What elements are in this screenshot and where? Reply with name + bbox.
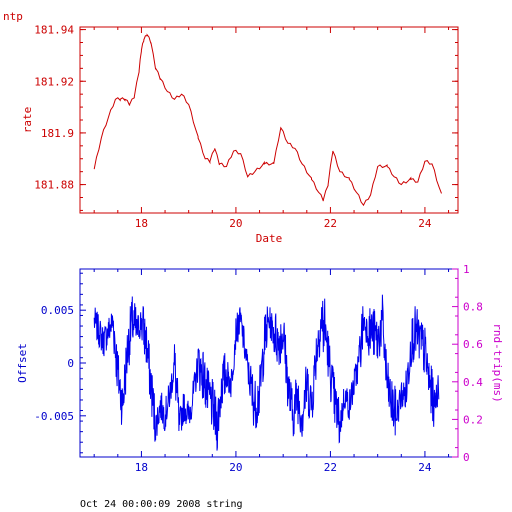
rate-x-axis-label: Date (256, 232, 283, 245)
rate-ticks (80, 27, 458, 213)
roundtrip-ytick-label: 0 (463, 451, 470, 464)
roundtrip-ytick-label: 1 (463, 263, 470, 276)
roundtrip-ytick-label: 0.8 (463, 301, 483, 314)
offset-xtick-label: 24 (418, 461, 432, 474)
offset-ytick-label: -0.005 (34, 410, 74, 423)
offset-ytick-label: 0 (67, 357, 74, 370)
rate-xtick-label: 24 (418, 217, 432, 230)
offset-ticks (80, 268, 458, 458)
offset-y-axis-label: Offset (16, 343, 29, 383)
rate-xtick-label: 18 (135, 217, 148, 230)
offset-line-group (93, 294, 440, 451)
rate-xtick-label: 20 (229, 217, 242, 230)
rate-ytick-label: 181.88 (34, 179, 74, 192)
rate-tick-labels: 18 20 22 24 181.88 181.9 181.92 181.94 (34, 24, 432, 230)
corner-label: ntp (3, 10, 23, 23)
roundtrip-y-axis-label: rnd-trip(ms) (491, 323, 504, 402)
rate-ytick-label: 181.94 (34, 24, 74, 37)
rate-line-group (93, 33, 442, 207)
timestamp-footer: Oct 24 00:00:09 2008 string (80, 499, 243, 510)
rate-line (93, 33, 442, 207)
roundtrip-ytick-label: 0.4 (463, 376, 483, 389)
roundtrip-ytick-label: 0.6 (463, 338, 483, 351)
offset-tick-labels: 18 20 22 24 -0.005 0 0.005 0 0.2 0.4 0.6 0.8 1 (34, 263, 483, 474)
rate-ytick-label: 181.9 (41, 127, 74, 140)
offset-line (93, 294, 440, 451)
offset-ytick-label: 0.005 (41, 304, 74, 317)
offset-xtick-label: 22 (324, 461, 337, 474)
rate-ytick-label: 181.92 (34, 75, 74, 88)
rate-xtick-label: 22 (324, 217, 337, 230)
offset-xtick-label: 18 (135, 461, 148, 474)
roundtrip-ytick-label: 0.2 (463, 413, 483, 426)
offset-plot-frame (79, 268, 459, 458)
offset-chart: 18 20 22 24 -0.005 0 0.005 0 0.2 0.4 0.6 0.8 1 Offse… (16, 263, 504, 474)
rate-chart: 18 20 22 24 181.88 181.9 181.92 181.94 Date rat… (21, 24, 459, 245)
rate-y-axis-label: rate (21, 107, 34, 134)
offset-xtick-label: 20 (229, 461, 242, 474)
